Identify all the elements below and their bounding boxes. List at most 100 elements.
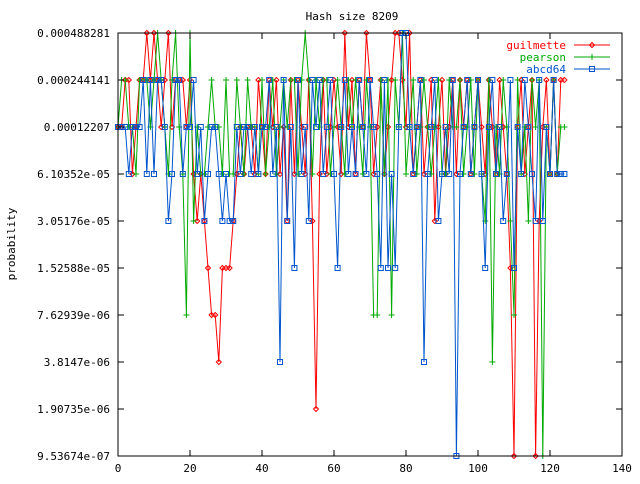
data-point-pearson — [363, 77, 370, 83]
legend-marker-abcd64 — [589, 66, 595, 72]
data-point-abcd64 — [442, 123, 449, 130]
data-point-abcd64 — [435, 217, 442, 224]
data-point-guilmette — [143, 29, 151, 37]
data-point-pearson — [417, 124, 424, 130]
data-point-abcd64 — [197, 123, 204, 130]
data-point-abcd64 — [208, 123, 215, 130]
data-point-pearson — [291, 77, 298, 83]
data-point-guilmette — [125, 76, 133, 84]
data-point-guilmette — [179, 76, 187, 84]
data-point-pearson — [183, 312, 190, 318]
data-point-abcd64 — [169, 170, 175, 177]
data-point-abcd64 — [212, 123, 219, 130]
data-point-abcd64 — [356, 76, 363, 83]
data-point-abcd64 — [287, 123, 294, 130]
data-point-abcd64 — [172, 76, 179, 83]
x-tick-label: 100 — [468, 462, 488, 475]
data-point-pearson — [392, 77, 399, 83]
data-point-abcd64 — [338, 123, 345, 130]
x-tick-label: 40 — [255, 462, 268, 475]
legend-label-pearson: pearson — [520, 51, 566, 64]
data-point-pearson — [453, 124, 460, 130]
data-point-pearson — [424, 124, 431, 130]
data-point-pearson — [323, 77, 330, 83]
data-point-pearson — [525, 218, 532, 224]
data-point-guilmette — [388, 76, 395, 84]
data-point-abcd64 — [518, 170, 525, 177]
axes: 0 20 40 60 80 100 120 140 9.53674e-07 1.90735e-06… — [37, 27, 632, 475]
data-point-abcd64 — [529, 170, 535, 177]
data-point-abcd64 — [550, 76, 557, 83]
data-point-abcd64 — [561, 170, 568, 177]
data-point-guilmette — [161, 76, 169, 84]
y-tick-label: 6.10352e-05 — [37, 168, 110, 181]
data-point-abcd64 — [266, 76, 273, 83]
data-point-guilmette — [316, 170, 323, 178]
data-point-abcd64 — [277, 358, 283, 365]
data-point-abcd64 — [302, 123, 309, 130]
data-point-abcd64 — [525, 123, 532, 130]
data-point-abcd64 — [244, 123, 251, 130]
data-point-pearson — [431, 124, 438, 130]
data-point-abcd64 — [532, 217, 539, 224]
data-point-abcd64 — [464, 76, 471, 83]
data-point-guilmette — [543, 76, 550, 84]
data-point-abcd64 — [385, 264, 391, 271]
data-point-abcd64 — [140, 76, 147, 83]
x-tick-label: 0 — [115, 462, 122, 475]
data-point-abcd64 — [316, 76, 323, 83]
data-point-abcd64 — [154, 76, 161, 83]
data-point-abcd64 — [374, 170, 381, 177]
data-point-abcd64 — [467, 170, 474, 177]
data-point-pearson — [298, 77, 305, 83]
data-point-pearson — [385, 77, 391, 83]
data-point-pearson — [403, 171, 409, 177]
data-point-abcd64 — [536, 76, 543, 83]
data-point-abcd64 — [377, 264, 384, 271]
data-point-abcd64 — [359, 123, 366, 130]
data-point-guilmette — [348, 76, 356, 84]
data-point-guilmette — [334, 123, 341, 131]
data-point-pearson — [471, 171, 478, 177]
data-point-pearson — [352, 77, 359, 83]
x-tick-label: 120 — [540, 462, 560, 475]
data-point-pearson — [341, 171, 348, 177]
data-point-abcd64 — [248, 170, 255, 177]
y-tick-label: 0.000488281 — [37, 27, 110, 40]
data-point-abcd64 — [147, 76, 154, 83]
data-point-abcd64 — [554, 170, 561, 177]
data-point-pearson — [442, 171, 449, 177]
data-point-abcd64 — [291, 264, 298, 271]
plot-frame — [117, 32, 623, 457]
series-line-abcd64 — [118, 32, 565, 457]
data-point-guilmette — [186, 76, 194, 84]
data-point-abcd64 — [370, 123, 377, 130]
data-point-pearson — [428, 171, 435, 177]
data-point-guilmette — [204, 264, 212, 272]
data-point-pearson — [151, 77, 157, 83]
data-point-abcd64 — [151, 170, 157, 177]
data-point-pearson — [334, 77, 341, 83]
data-point-abcd64 — [449, 76, 456, 83]
data-point-abcd64 — [201, 217, 208, 224]
data-point-abcd64 — [475, 76, 481, 83]
data-point-pearson — [269, 77, 276, 83]
data-point-pearson — [219, 171, 226, 177]
data-point-pearson — [413, 171, 420, 177]
data-point-pearson — [377, 77, 384, 83]
data-point-abcd64 — [280, 76, 287, 83]
data-point-abcd64 — [557, 170, 564, 177]
data-point-pearson — [485, 77, 492, 83]
data-point-pearson — [190, 218, 197, 224]
data-point-abcd64 — [431, 76, 438, 83]
data-point-abcd64 — [367, 76, 373, 83]
data-point-pearson — [277, 124, 283, 130]
data-point-guilmette — [211, 311, 219, 319]
data-point-abcd64 — [269, 170, 276, 177]
data-point-guilmette — [431, 217, 439, 225]
data-point-abcd64 — [179, 170, 186, 177]
data-point-pearson — [241, 171, 247, 177]
data-point-abcd64 — [471, 123, 478, 130]
data-point-pearson — [237, 124, 244, 130]
data-point-abcd64 — [161, 123, 168, 130]
